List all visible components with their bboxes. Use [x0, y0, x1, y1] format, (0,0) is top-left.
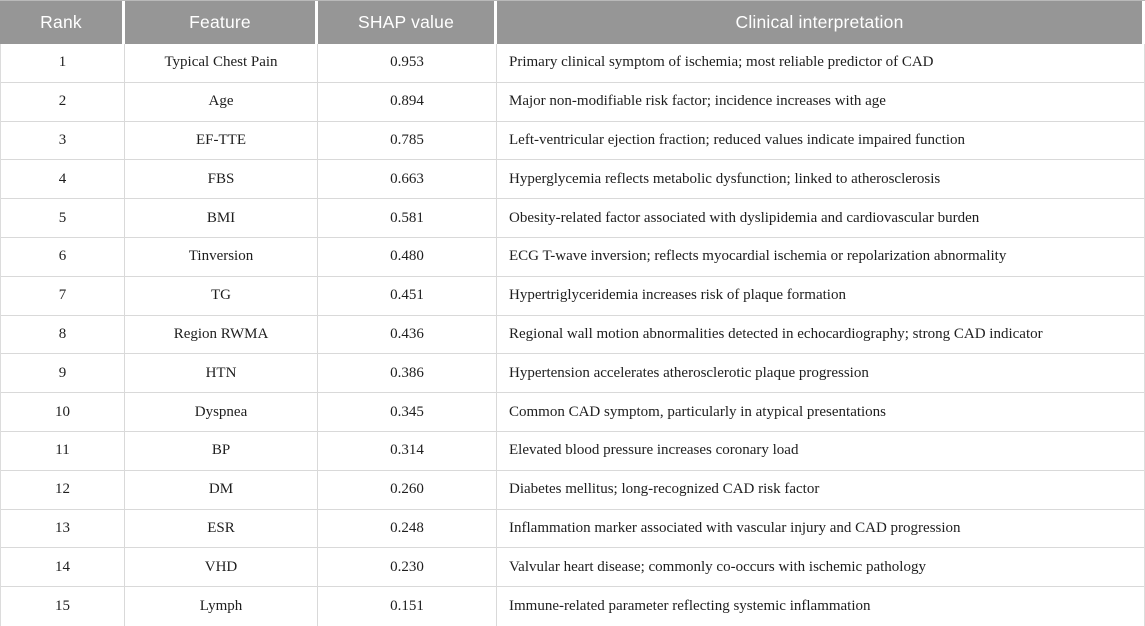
- cell-feature: Age: [125, 82, 318, 121]
- cell-shap-value: 0.248: [318, 509, 497, 548]
- cell-shap-value: 0.663: [318, 160, 497, 199]
- cell-interpretation: Obesity-related factor associated with d…: [509, 209, 980, 226]
- cell-feature: Region RWMA: [125, 315, 318, 354]
- cell-rank: 10: [1, 393, 125, 431]
- cell-shap-value: 0.451: [318, 276, 497, 315]
- cell-feature: HTN: [125, 354, 318, 393]
- cell-rank: 12: [1, 470, 125, 509]
- cell-interpretation: Common CAD symptom, particularly in atyp…: [509, 403, 887, 420]
- table-row: 15 Lymph 0.151 Immune-related parameter ref…: [1, 587, 1144, 626]
- column-header-feature: Feature: [125, 1, 318, 44]
- cell-shap-value: 0.314: [318, 431, 497, 470]
- table-row: 9 HTN 0.386 Hypertension accelerates athero…: [1, 354, 1144, 394]
- cell-feature: BMI: [125, 199, 318, 237]
- cell-feature: Typical Chest Pain: [125, 44, 318, 82]
- cell-interpretation: Hypertension accelerates atherosclerotic…: [509, 364, 869, 381]
- cell-interpretation: Regional wall motion abnormalities detec…: [509, 325, 1043, 342]
- cell-interpretation: Immune-related parameter reflecting syst…: [509, 598, 871, 615]
- table-row: 1 Typical Chest Pain 0.953 Primary clinical…: [1, 44, 1144, 83]
- cell-feature: TG: [125, 276, 318, 315]
- table-row: 10 Dyspnea 0.345 Common CAD symptom, partic…: [1, 393, 1144, 432]
- table-row: 12 DM 0.260 Diabetes mellitus; long-recogni…: [1, 470, 1144, 510]
- cell-feature: EF-TTE: [125, 121, 318, 160]
- cell-feature: ESR: [125, 509, 318, 548]
- cell-interpretation: Valvular heart disease; commonly co-occu…: [509, 558, 926, 575]
- cell-rank: 15: [1, 587, 125, 626]
- cell-rank: 1: [1, 44, 125, 82]
- cell-feature: FBS: [125, 160, 318, 199]
- table-row: 8 Region RWMA 0.436 Regional wall motion ab…: [1, 315, 1144, 355]
- cell-feature: DM: [125, 470, 318, 509]
- cell-interpretation: Left-ventricular ejection fraction; redu…: [509, 131, 966, 148]
- table-row: 6 Tinversion 0.480 ECG T-wave inversion; re…: [1, 237, 1144, 277]
- cell-rank: 11: [1, 431, 125, 470]
- cell-shap-value: 0.230: [318, 548, 497, 587]
- cell-rank: 9: [1, 354, 125, 393]
- cell-shap-value: 0.480: [318, 237, 497, 276]
- cell-interpretation: Inflammation marker associated with vasc…: [509, 519, 961, 536]
- table-header-row: Rank Feature SHAP value Clinical interpr…: [0, 0, 1145, 44]
- cell-rank: 14: [1, 548, 125, 587]
- cell-shap-value: 0.436: [318, 315, 497, 354]
- cell-rank: 13: [1, 509, 125, 548]
- cell-feature: Dyspnea: [125, 393, 318, 431]
- column-header-rank: Rank: [0, 1, 125, 44]
- cell-rank: 8: [1, 315, 125, 354]
- table-row: 2 Age 0.894 Major non-modifiable risk facto…: [1, 82, 1144, 122]
- table-row: 11 BP 0.314 Elevated blood pressure increas…: [1, 431, 1144, 471]
- cell-rank: 7: [1, 276, 125, 315]
- table-row: 14 VHD 0.230 Valvular heart disease; common…: [1, 548, 1144, 588]
- cell-interpretation: Hypertriglyceridemia increases risk of p…: [509, 287, 846, 304]
- cell-shap-value: 0.953: [318, 44, 497, 82]
- cell-feature: Lymph: [125, 587, 318, 626]
- cell-rank: 6: [1, 237, 125, 276]
- cell-shap-value: 0.260: [318, 470, 497, 509]
- column-header-clinical-interpretation: Clinical interpretation: [497, 1, 1145, 44]
- cell-rank: 4: [1, 160, 125, 199]
- cell-interpretation: Major non-modifiable risk factor; incide…: [509, 93, 886, 110]
- table-row: 5 BMI 0.581 Obesity-related factor associat…: [1, 199, 1144, 238]
- cell-interpretation: Primary clinical symptom of ischemia; mo…: [509, 54, 934, 71]
- cell-rank: 5: [1, 199, 125, 237]
- cell-feature: BP: [125, 431, 318, 470]
- cell-interpretation: Diabetes mellitus; long-recognized CAD r…: [509, 481, 820, 498]
- cell-shap-value: 0.581: [318, 199, 497, 237]
- cell-feature: Tinversion: [125, 237, 318, 276]
- cell-shap-value: 0.894: [318, 82, 497, 121]
- cell-interpretation: Elevated blood pressure increases corona…: [509, 442, 799, 459]
- cell-rank: 3: [1, 121, 125, 160]
- cell-shap-value: 0.345: [318, 393, 497, 431]
- cell-feature: VHD: [125, 548, 318, 587]
- column-header-shap-value: SHAP value: [318, 1, 497, 44]
- table-row: 13 ESR 0.248 Inflammation marker associated…: [1, 509, 1144, 549]
- cell-shap-value: 0.151: [318, 587, 497, 626]
- table-row: 7 TG 0.451 Hypertriglyceridemia increases r…: [1, 276, 1144, 316]
- cell-interpretation: ECG T-wave inversion; reflects myocardia…: [509, 248, 1007, 265]
- table-row: 3 EF-TTE 0.785 Left-ventricular ejection fr…: [1, 121, 1144, 161]
- cell-shap-value: 0.386: [318, 354, 497, 393]
- table-body: 1 Typical Chest Pain 0.953 Primary clinical…: [0, 44, 1145, 626]
- cell-rank: 2: [1, 82, 125, 121]
- cell-interpretation: Hyperglycemia reflects metabolic dysfunc…: [509, 170, 941, 187]
- table-row: 4 FBS 0.663 Hyperglycemia reflects metaboli…: [1, 160, 1144, 200]
- cell-shap-value: 0.785: [318, 121, 497, 160]
